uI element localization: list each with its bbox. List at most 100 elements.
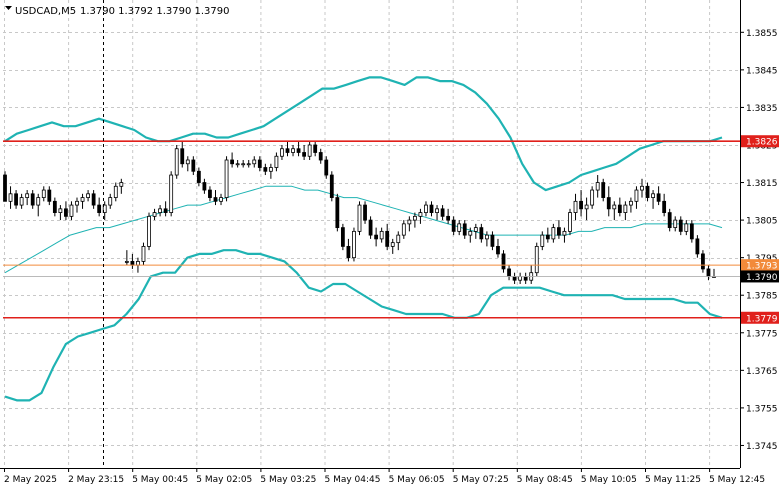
candle — [623, 201, 628, 221]
candle — [185, 156, 190, 172]
candle-body-bear — [523, 276, 528, 281]
candle — [208, 186, 212, 202]
candle — [14, 190, 18, 209]
candle — [235, 160, 240, 168]
candle — [224, 156, 229, 202]
candle-body-bull — [268, 167, 273, 172]
candle-body-bull — [75, 200, 79, 206]
candle — [219, 193, 223, 206]
horizontal-lines[interactable] — [3, 140, 740, 319]
candle — [374, 227, 379, 247]
candle-body-bull — [562, 230, 567, 236]
candle — [246, 160, 251, 168]
candle-body-bull — [147, 215, 151, 247]
price-tag-bg — [741, 259, 779, 272]
candle — [651, 190, 655, 209]
candle — [689, 220, 694, 243]
candle-body-bull — [108, 197, 113, 206]
candle-body-bull — [590, 189, 595, 206]
candle-body-bear — [701, 253, 705, 270]
upper-band-line — [4, 76, 723, 192]
price-tag-label: 1.3790 — [746, 273, 778, 283]
y-tick-label: 1.3765 — [746, 367, 778, 377]
candle-body-bull — [457, 223, 462, 232]
candle — [291, 144, 295, 157]
candle-body-bear — [97, 204, 102, 213]
candle-body-bull — [58, 208, 63, 213]
candle-body-bear — [706, 268, 711, 277]
candle-body-bear — [324, 159, 329, 176]
candle — [124, 250, 129, 266]
candle — [47, 186, 52, 206]
candle-body-bull — [69, 204, 74, 217]
candle — [462, 220, 467, 239]
x-tick-label: 5 May 02:05 — [196, 475, 252, 485]
candle — [274, 152, 279, 172]
candle-body-bull — [291, 148, 295, 153]
lower-band-line — [4, 249, 723, 402]
candle — [318, 148, 323, 164]
candle-body-bear — [230, 159, 235, 165]
candle — [8, 186, 13, 209]
candle-body-bear — [374, 234, 379, 240]
candle-body-bull — [119, 182, 124, 187]
candle — [568, 208, 572, 236]
y-tick-label: 1.3815 — [746, 179, 778, 189]
price-tag-label: 1.3779 — [746, 314, 778, 324]
candle-body-bull — [235, 163, 240, 166]
y-tick-label: 1.3835 — [746, 104, 778, 114]
candle — [340, 223, 345, 251]
candle-body-bull — [152, 212, 157, 217]
chart-header: USDCAD,M5 1.3790 1.3792 1.3790 1.3790 — [5, 6, 230, 17]
candle — [41, 186, 46, 202]
candle-body-bull — [124, 261, 129, 263]
candle-body-bear — [645, 185, 650, 198]
candle — [196, 167, 201, 187]
price-tag: 1.3793 — [741, 259, 779, 272]
candle-body-bull — [252, 159, 257, 165]
y-tick-label: 1.3855 — [746, 29, 778, 39]
candle — [396, 231, 401, 251]
candle-body-bear — [446, 215, 451, 221]
candle-body-bear — [368, 219, 373, 236]
candle — [634, 186, 639, 209]
candle — [584, 197, 589, 221]
candle-body-bear — [257, 159, 262, 168]
candle — [152, 208, 157, 221]
y-tick-label: 1.3845 — [746, 66, 778, 76]
candle — [534, 242, 539, 277]
candle — [91, 190, 96, 209]
candle-body-bull — [418, 212, 423, 217]
candle-body-bull — [141, 245, 146, 262]
candle — [352, 227, 356, 262]
candle — [667, 208, 672, 232]
candle — [612, 201, 617, 221]
candle — [113, 182, 118, 202]
candle — [108, 193, 113, 209]
candle — [473, 223, 478, 239]
candle — [490, 231, 495, 251]
candle-body-bull — [640, 185, 644, 191]
candle-body-bear — [363, 204, 367, 221]
candle-body-bear — [689, 223, 694, 240]
candle-body-bull — [473, 227, 478, 232]
candle-body-bull — [274, 155, 279, 168]
candle-body-bull — [36, 197, 41, 206]
candle-body-bull — [573, 200, 578, 213]
candle-body-bull — [534, 245, 539, 274]
candle-body-bull — [407, 219, 412, 225]
candle-body-bull — [80, 197, 85, 202]
x-axis: 2 May 2025 2 May 23:15 5 May 00:45 5 May 02… — [4, 468, 765, 485]
candle-body-bull — [158, 208, 162, 213]
candle-body-bull — [352, 230, 356, 259]
candle-body-bull — [673, 219, 678, 229]
candle — [280, 144, 284, 161]
candle-body-bull — [136, 261, 140, 266]
candle-body-bull — [86, 193, 90, 198]
dropdown-triangle-icon[interactable] — [5, 6, 12, 10]
candle — [36, 193, 41, 217]
candle — [401, 220, 406, 239]
candle-body-bull — [174, 148, 179, 176]
candle — [390, 238, 395, 254]
